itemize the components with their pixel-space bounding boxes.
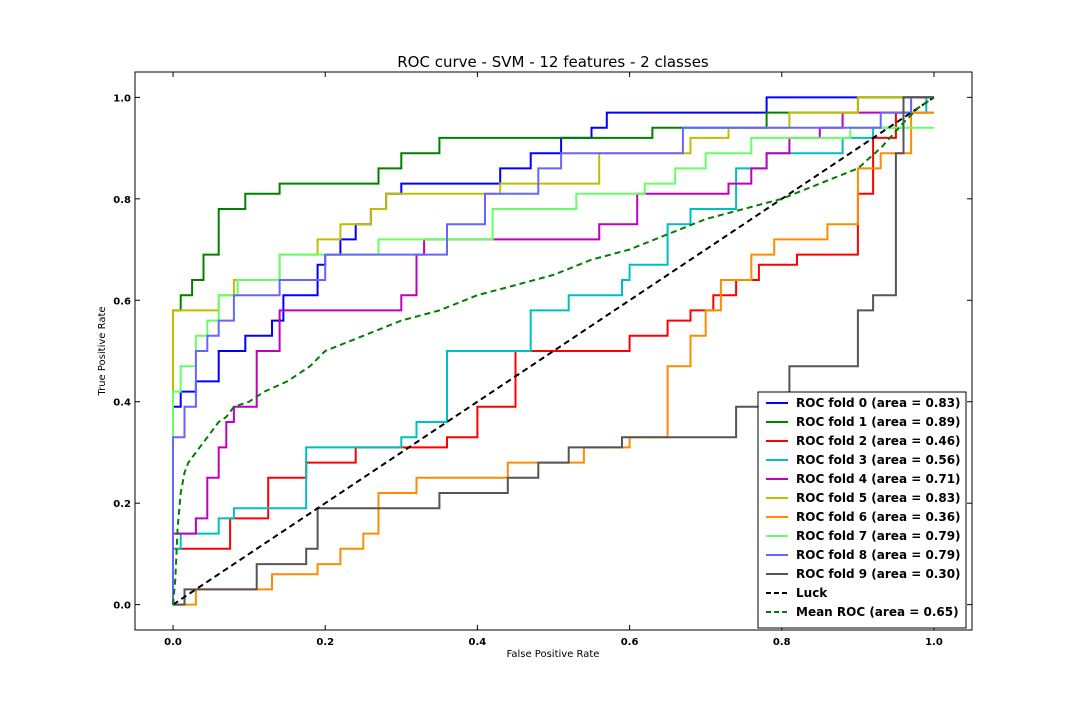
y-tick-label: 0.4 [113, 398, 131, 409]
series-line-10 [172, 96, 935, 606]
legend-label-4: ROC fold 4 (area = 0.71) [796, 472, 961, 486]
legend-label-9: ROC fold 9 (area = 0.30) [796, 567, 961, 581]
series-line-11 [172, 96, 935, 605]
series-line-5 [172, 96, 934, 605]
series-line-8 [172, 96, 934, 605]
legend-label-10: Luck [796, 586, 828, 600]
legend-label-3: ROC fold 3 (area = 0.56) [796, 453, 961, 467]
x-axis: 0.0 0.2 0.4 0.6 0.8 1.0 [164, 72, 943, 648]
x-axis-label: False Positive Rate [507, 649, 600, 660]
chart-title: ROC curve - SVM - 12 features - 2 classe… [397, 53, 709, 71]
legend-label-11: Mean ROC (area = 0.65) [796, 605, 959, 619]
series-line-7 [172, 126, 934, 605]
legend-label-8: ROC fold 8 (area = 0.79) [796, 548, 961, 562]
legend-label-6: ROC fold 6 (area = 0.36) [796, 510, 961, 524]
x-tick-label: 0.2 [316, 637, 334, 648]
x-tick-label: 1.0 [925, 637, 943, 648]
y-tick-label: 0.6 [113, 296, 131, 307]
series-line-3 [172, 96, 934, 605]
legend-label-1: ROC fold 1 (area = 0.89) [796, 415, 961, 429]
series-line-9 [173, 96, 934, 606]
y-tick-label: 0.2 [113, 499, 131, 510]
plot-lines [172, 96, 935, 606]
legend-label-5: ROC fold 5 (area = 0.83) [796, 491, 961, 505]
legend-box [757, 391, 967, 629]
x-tick-label: 0.8 [773, 637, 791, 648]
x-tick-label: 0.6 [621, 637, 639, 648]
y-tick-label: 0.0 [113, 601, 131, 612]
x-tick-label: 0.0 [164, 637, 182, 648]
plot-frame [134, 71, 973, 631]
series-line-2 [172, 96, 934, 605]
y-tick-label: 1.0 [113, 93, 131, 104]
legend-label-0: ROC fold 0 (area = 0.83) [796, 396, 961, 410]
x-tick-label: 0.4 [469, 637, 487, 648]
legend-label-2: ROC fold 2 (area = 0.46) [796, 434, 961, 448]
y-axis: 0.0 0.2 0.4 0.6 0.8 1.0 [113, 93, 972, 612]
legend: ROC fold 0 (area = 0.83) ROC fold 1 (area… [757, 391, 967, 629]
y-tick-label: 0.8 [113, 195, 131, 206]
legend-label-7: ROC fold 7 (area = 0.79) [796, 529, 961, 543]
y-axis-label: True Positive Rate [97, 306, 108, 396]
